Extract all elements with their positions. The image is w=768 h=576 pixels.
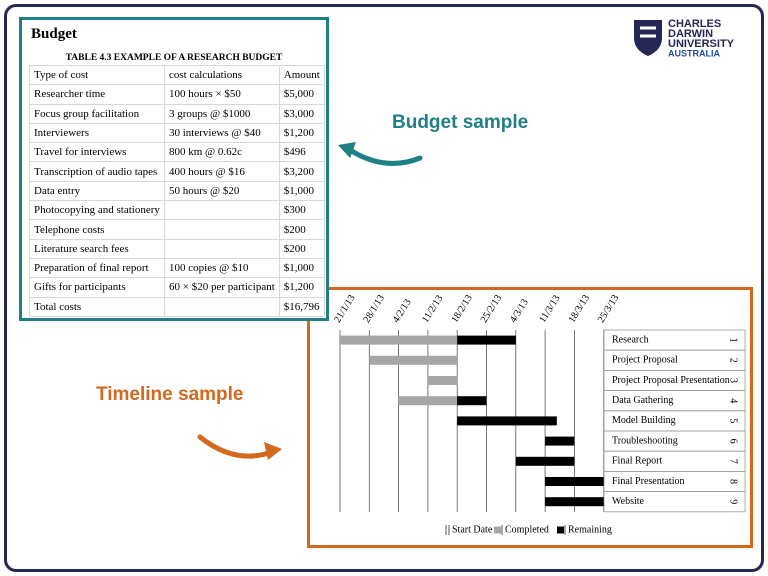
budget-table: Type of cost cost calculations Amount Resea…: [29, 64, 325, 317]
table-row: Focus group facilitation 3 groups @ $1000…: [29, 103, 325, 124]
budget-caption: TABLE 4.3 EXAMPLE OF A RESEARCH BUDGET: [65, 53, 283, 63]
table-cell: [164, 238, 280, 259]
table-cell: Interviewers: [29, 122, 165, 144]
table-cell: [164, 200, 280, 221]
table-cell: Researcher time: [29, 84, 165, 105]
table-cell: Telephone costs: [29, 219, 165, 240]
table-row: Total costs $16,796: [29, 296, 325, 317]
table-cell: Total costs: [29, 296, 165, 317]
table-cell: $200: [278, 238, 325, 259]
table-cell: $3,200: [278, 161, 325, 182]
table-row: Preparation of final report 100 copies @ …: [29, 257, 325, 279]
table-row: Researcher time 100 hours × $50 $5,000: [29, 84, 325, 105]
table-cell: Focus group facilitation: [29, 103, 165, 124]
table-cell: $300: [278, 200, 325, 221]
table-row: Transcription of audio tapes 400 hours @ …: [29, 161, 325, 182]
table-row: Literature search fees $200: [29, 238, 325, 259]
table-cell: $200: [278, 219, 325, 240]
table-cell: 30 interviews @ $40: [164, 122, 280, 144]
table-cell: 3 groups @ $1000: [164, 103, 280, 124]
table-cell: Photocopying and stationery: [29, 200, 165, 221]
table-cell: Amount: [278, 64, 325, 86]
table-header: Type of cost cost calculations Amount: [29, 64, 325, 86]
table-row: Gifts for participants 60 × $20 per parti…: [29, 277, 325, 298]
table-cell: 60 × $20 per participant: [164, 277, 280, 298]
table-cell: Gifts for participants: [29, 277, 165, 298]
table-cell: $16,796: [278, 296, 325, 317]
table-cell: $1,000: [278, 257, 325, 279]
table-cell: 100 copies @ $10: [164, 257, 280, 279]
table-cell: $1,200: [278, 277, 325, 298]
table-cell: Preparation of final report: [29, 257, 165, 279]
table-cell: 50 hours @ $20: [164, 180, 280, 202]
table-row: Telephone costs $200: [29, 219, 325, 240]
table-cell: 100 hours × $50: [164, 84, 280, 105]
budget-title: Budget: [31, 26, 77, 42]
table-cell: Literature search fees: [29, 238, 165, 259]
table-cell: $1,000: [278, 180, 325, 202]
table-cell: $496: [278, 142, 325, 163]
table-cell: cost calculations: [164, 64, 280, 86]
table-cell: [164, 296, 280, 317]
timeline-sample-label: Timeline sample: [96, 384, 244, 405]
table-cell: [164, 219, 280, 240]
table-cell: 400 hours @ $16: [164, 161, 280, 182]
table-cell: 800 km @ 0.62c: [164, 142, 280, 163]
table-row: Photocopying and stationery $300: [29, 200, 325, 221]
table-cell: $1,200: [278, 122, 325, 144]
table-row: Data entry 50 hours @ $20 $1,000: [29, 180, 325, 202]
table-row: Travel for interviews 800 km @ 0.62c $496: [29, 142, 325, 163]
table-cell: Transcription of audio tapes: [29, 161, 165, 182]
table-cell: $5,000: [278, 84, 325, 105]
table-cell: $3,000: [278, 103, 325, 124]
table-cell: Data entry: [29, 180, 165, 202]
table-row: Interviewers 30 interviews @ $40 $1,200: [29, 122, 325, 144]
budget-panel: Budget TABLE 4.3 EXAMPLE OF A RESEARCH B…: [19, 17, 329, 321]
timeline-panel: [307, 287, 753, 548]
table-cell: Travel for interviews: [29, 142, 165, 163]
table-cell: Type of cost: [29, 64, 165, 86]
budget-sample-label: Budget sample: [392, 112, 529, 133]
